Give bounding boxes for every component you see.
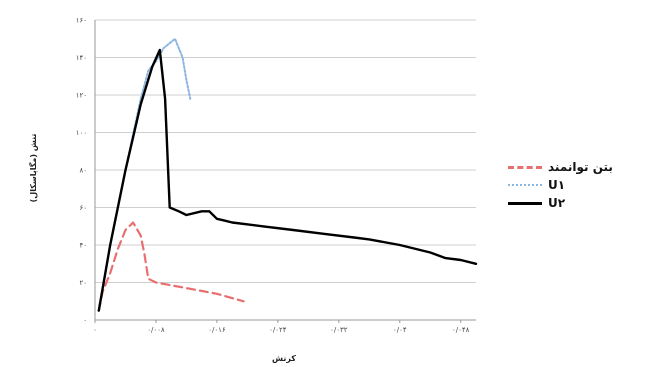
- x-tick-label: ۰/۰۴۸: [452, 326, 470, 334]
- x-axis-title: کرنش: [272, 354, 296, 364]
- y-tick-label: ۱۲۰: [76, 92, 87, 100]
- legend-item-u1: U۱: [508, 176, 654, 194]
- tick-labels: ۰ ۲۰ ۴۰ ۶۰ ۸۰ ۱۰۰ ۱۲۰ ۱۴۰ ۱۶۰ ۰ ۰/۰۰۸ ۰/۰۱۶ ۰/۰۲۴ ۰/۰…: [76, 17, 470, 335]
- y-tick-label: ۴۰: [79, 242, 87, 250]
- data-series: [97, 37, 478, 312]
- y-tick-label: ۰: [83, 317, 87, 325]
- axes: [94, 20, 476, 323]
- y-axis-title: تنش (مگاپاسکال): [28, 134, 39, 203]
- gridlines: [95, 19, 476, 283]
- y-tick-label: ۱۰۰: [76, 129, 87, 137]
- legend-label-u2: U۲: [548, 196, 566, 210]
- x-tick-label: ۰/۰۰۸: [147, 326, 165, 334]
- legend-swatch-u2: [508, 201, 542, 205]
- x-tick-label: ۰: [93, 326, 97, 334]
- y-tick-label: ۱۶۰: [76, 17, 87, 25]
- legend-swatch-hpc: [508, 165, 542, 169]
- series-line-2: [97, 37, 192, 312]
- y-tick-label: ۶۰: [79, 204, 87, 212]
- y-tick-label: ۸۰: [79, 167, 87, 175]
- series-line-3: [97, 48, 478, 312]
- legend-item-hpc: بتن توانمند: [508, 158, 654, 176]
- x-tick-label: ۰/۰۱۶: [208, 326, 226, 334]
- y-tick-label: ۲۰: [79, 279, 87, 287]
- x-tick-label: ۰/۰۲۴: [269, 326, 287, 334]
- legend-label-hpc: بتن توانمند: [548, 160, 613, 174]
- legend: بتن توانمند U۱ U۲: [508, 158, 654, 212]
- x-tick-label: ۰/۰۴: [393, 326, 407, 334]
- legend-label-u1: U۱: [548, 178, 566, 192]
- y-tick-label: ۱۴۰: [76, 54, 87, 62]
- x-tick-label: ۰/۰۳۲: [330, 326, 348, 334]
- series-line-1: [97, 221, 245, 312]
- legend-item-u2: U۲: [508, 194, 654, 212]
- legend-swatch-u1: [508, 184, 542, 186]
